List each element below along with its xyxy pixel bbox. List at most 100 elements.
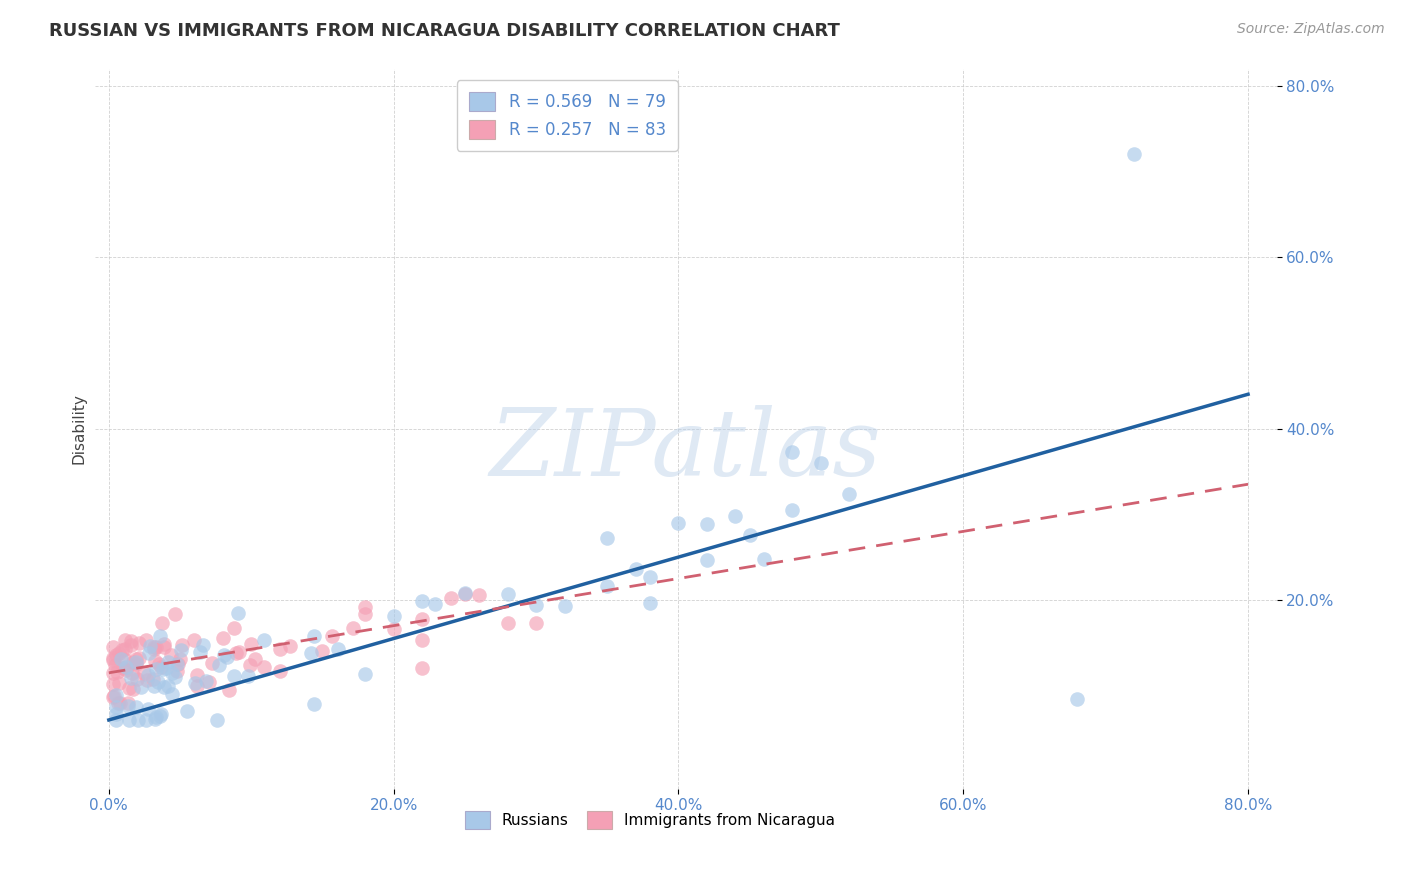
- Russians: [188, 645, 211, 659]
- Immigrants from Nicaragua: [142, 642, 165, 657]
- Russians: [152, 662, 174, 676]
- Russians: [411, 594, 433, 608]
- Immigrants from Nicaragua: [101, 677, 124, 691]
- Immigrants from Nicaragua: [134, 632, 156, 647]
- Russians: [738, 528, 761, 542]
- Russians: [810, 457, 832, 471]
- Immigrants from Nicaragua: [198, 674, 221, 689]
- Russians: [638, 570, 661, 584]
- Immigrants from Nicaragua: [354, 607, 377, 621]
- Russians: [138, 646, 160, 660]
- Text: Source: ZipAtlas.com: Source: ZipAtlas.com: [1237, 22, 1385, 37]
- Russians: [668, 516, 690, 530]
- Immigrants from Nicaragua: [105, 648, 128, 662]
- Immigrants from Nicaragua: [342, 621, 364, 635]
- Legend: Russians, Immigrants from Nicaragua: Russians, Immigrants from Nicaragua: [460, 805, 841, 835]
- Russians: [236, 669, 259, 683]
- Immigrants from Nicaragua: [150, 660, 173, 674]
- Immigrants from Nicaragua: [496, 616, 519, 631]
- Immigrants from Nicaragua: [167, 657, 190, 672]
- Russians: [226, 606, 249, 620]
- Immigrants from Nicaragua: [128, 636, 150, 650]
- Russians: [454, 586, 477, 600]
- Russians: [118, 713, 141, 727]
- Immigrants from Nicaragua: [121, 682, 143, 697]
- Russians: [153, 681, 176, 695]
- Immigrants from Nicaragua: [243, 652, 266, 666]
- Immigrants from Nicaragua: [121, 655, 143, 669]
- Russians: [127, 713, 149, 727]
- Immigrants from Nicaragua: [211, 631, 233, 645]
- Immigrants from Nicaragua: [114, 632, 136, 647]
- Russians: [193, 638, 215, 652]
- Immigrants from Nicaragua: [253, 660, 276, 674]
- Russians: [207, 713, 229, 727]
- Immigrants from Nicaragua: [269, 641, 291, 656]
- Russians: [157, 679, 180, 693]
- Immigrants from Nicaragua: [125, 673, 148, 687]
- Immigrants from Nicaragua: [143, 654, 166, 668]
- Immigrants from Nicaragua: [145, 640, 167, 655]
- Russians: [696, 517, 718, 532]
- Russians: [217, 650, 239, 665]
- Russians: [110, 652, 132, 666]
- Russians: [184, 676, 207, 690]
- Immigrants from Nicaragua: [153, 640, 176, 655]
- Russians: [146, 675, 169, 690]
- Russians: [166, 657, 188, 672]
- Russians: [170, 643, 193, 657]
- Russians: [104, 700, 127, 714]
- Russians: [1123, 147, 1146, 161]
- Russians: [382, 609, 405, 624]
- Russians: [208, 657, 231, 672]
- Immigrants from Nicaragua: [228, 645, 250, 659]
- Immigrants from Nicaragua: [165, 607, 187, 622]
- Immigrants from Nicaragua: [114, 641, 136, 656]
- Immigrants from Nicaragua: [101, 690, 124, 705]
- Immigrants from Nicaragua: [183, 633, 205, 648]
- Text: RUSSIAN VS IMMIGRANTS FROM NICARAGUA DISABILITY CORRELATION CHART: RUSSIAN VS IMMIGRANTS FROM NICARAGUA DIS…: [49, 22, 841, 40]
- Immigrants from Nicaragua: [186, 668, 208, 682]
- Immigrants from Nicaragua: [148, 657, 170, 671]
- Russians: [163, 670, 186, 684]
- Immigrants from Nicaragua: [136, 673, 159, 687]
- Immigrants from Nicaragua: [101, 652, 124, 666]
- Russians: [1066, 691, 1088, 706]
- Russians: [155, 660, 177, 674]
- Immigrants from Nicaragua: [218, 683, 240, 698]
- Russians: [302, 629, 325, 643]
- Immigrants from Nicaragua: [118, 681, 141, 696]
- Immigrants from Nicaragua: [311, 644, 333, 658]
- Russians: [143, 679, 166, 693]
- Immigrants from Nicaragua: [200, 657, 222, 671]
- Russians: [194, 673, 217, 688]
- Russians: [114, 660, 136, 674]
- Russians: [838, 487, 860, 501]
- Immigrants from Nicaragua: [125, 657, 148, 671]
- Russians: [136, 702, 159, 716]
- Immigrants from Nicaragua: [411, 632, 433, 647]
- Immigrants from Nicaragua: [169, 651, 191, 665]
- Russians: [696, 553, 718, 567]
- Immigrants from Nicaragua: [278, 639, 301, 653]
- Russians: [496, 586, 519, 600]
- Immigrants from Nicaragua: [105, 665, 128, 679]
- Immigrants from Nicaragua: [142, 640, 165, 654]
- Russians: [149, 708, 172, 723]
- Russians: [524, 598, 547, 612]
- Immigrants from Nicaragua: [153, 638, 176, 652]
- Immigrants from Nicaragua: [132, 665, 155, 680]
- Immigrants from Nicaragua: [114, 653, 136, 667]
- Russians: [596, 531, 619, 545]
- Russians: [104, 713, 127, 727]
- Russians: [138, 668, 160, 682]
- Russians: [150, 706, 173, 721]
- Russians: [423, 597, 446, 611]
- Immigrants from Nicaragua: [524, 616, 547, 631]
- Immigrants from Nicaragua: [172, 639, 194, 653]
- Immigrants from Nicaragua: [240, 636, 263, 650]
- Russians: [160, 665, 183, 680]
- Russians: [302, 698, 325, 712]
- Russians: [624, 562, 647, 576]
- Immigrants from Nicaragua: [128, 650, 150, 665]
